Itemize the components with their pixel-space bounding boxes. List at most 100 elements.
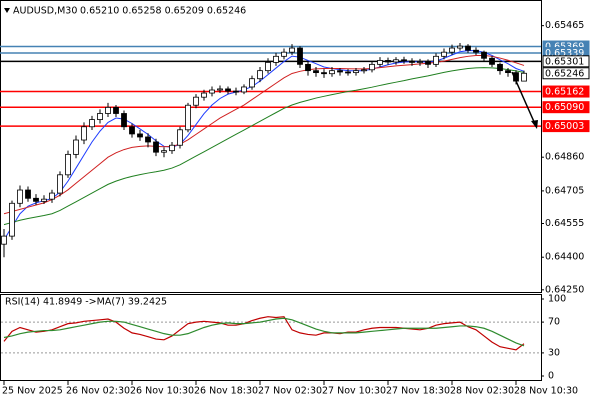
candle-body [25,189,31,199]
level-label: 0.65003 [545,121,584,132]
candle-body [377,60,383,65]
rsi-line [3,317,525,347]
candle-body [201,92,207,98]
candle-body [369,63,375,71]
candle-body [489,57,495,65]
candle-body [153,141,159,153]
level-label: 0.65162 [545,87,584,98]
candle-body [337,70,343,73]
price-label-box [542,67,590,80]
candle-body [313,70,319,74]
candle-body [185,104,191,131]
chart-subtitle: 0.65210 0.65258 0.65209 0.65246 [80,6,246,17]
candle-body [177,129,183,146]
x-tick-label: 28 Nov 02:30 [450,386,514,397]
candle-body [289,47,295,53]
candle-body [465,45,471,51]
y-tick-label: 70 [548,317,560,328]
candle-body [321,72,327,75]
candle-body [273,55,279,63]
candle-body [297,47,303,65]
candle-body [193,96,199,106]
candle-body [265,62,271,72]
candle-body [121,113,127,128]
candle-body [1,235,7,245]
candle-body [281,51,287,57]
candle-body [433,55,439,65]
x-tick-label: 28 Nov 10:30 [514,386,578,397]
rsi-panel [0,294,542,381]
x-tick-label: 26 Nov 18:30 [194,386,258,397]
candle-body [209,89,215,94]
candle-body [409,60,415,63]
y-tick-label: 0.64555 [545,218,584,229]
candle-body [81,126,87,141]
candle-body [217,88,223,91]
candle-body [145,136,151,143]
x-tick-label: 27 Nov 10:30 [322,386,386,397]
y-tick-label: 0.64400 [545,252,584,263]
candle-body [249,78,255,88]
candle-body [17,189,23,204]
y-tick-label: 100 [548,294,566,305]
rsi-line [3,316,525,351]
candle-body [65,153,71,176]
rsi-title: RSI(14) 41.8949 ->MA(7) 39.2425 [5,297,167,308]
moving-average [3,67,525,226]
candle-body [329,70,335,75]
candle-body [9,202,15,237]
x-tick-label: 27 Nov 18:30 [386,386,450,397]
y-tick-label: 0.64860 [545,152,584,163]
candle-body [417,61,423,63]
level-label: 0.65090 [545,102,584,113]
candle-body [505,70,511,74]
candle-body [161,150,167,153]
candle-body [353,70,359,74]
candle-body [89,119,95,128]
main-panel [0,0,542,293]
chart-title: AUDUSD,M30 [13,6,77,17]
candle-body [49,192,55,200]
candle-body [457,45,463,49]
level-label-box [542,55,590,68]
level-label-box [542,101,590,114]
y-tick-label: 0.65465 [545,20,584,31]
level-label-box [542,85,590,98]
candle-body [521,72,527,82]
candle-body [425,61,431,65]
candle-body [113,107,119,114]
level-label: 0.65369 [545,42,584,53]
menu-triangle [4,8,10,13]
candle-body [241,86,247,93]
plot: 0.65465 0.64860 0.64705 0.64555 0.64400 0.642… [0,20,590,397]
arrow-head [531,120,538,129]
candle-body [393,59,399,63]
candle-body [257,70,263,80]
candle-body [345,71,351,74]
x-tick-label: 26 Nov 10:30 [130,386,194,397]
level-label: 0.65301 [545,56,584,67]
candle-body [105,107,111,114]
candle-body [225,88,231,92]
level-label: 0.65339 [545,48,584,59]
y-tick-label: 0.64250 [545,284,584,295]
candle-body [481,51,487,59]
candle-body [97,113,103,120]
candle-body [497,63,503,72]
price-label: 0.65246 [545,68,584,79]
y-tick-label: 30 [548,347,560,358]
x-tick-label: 27 Nov 02:30 [258,386,322,397]
candle-body [473,49,479,53]
candle-body [441,51,447,57]
candle-body [361,69,367,72]
moving-average [3,50,525,241]
candle-body [57,174,63,194]
y-tick-label: 0 [548,371,554,382]
arrow [511,71,536,125]
candle-body [233,90,239,93]
candle-body [33,197,39,202]
y-tick-label: 0.64705 [545,185,584,196]
candle-body [449,47,455,53]
level-label-box [542,120,590,133]
